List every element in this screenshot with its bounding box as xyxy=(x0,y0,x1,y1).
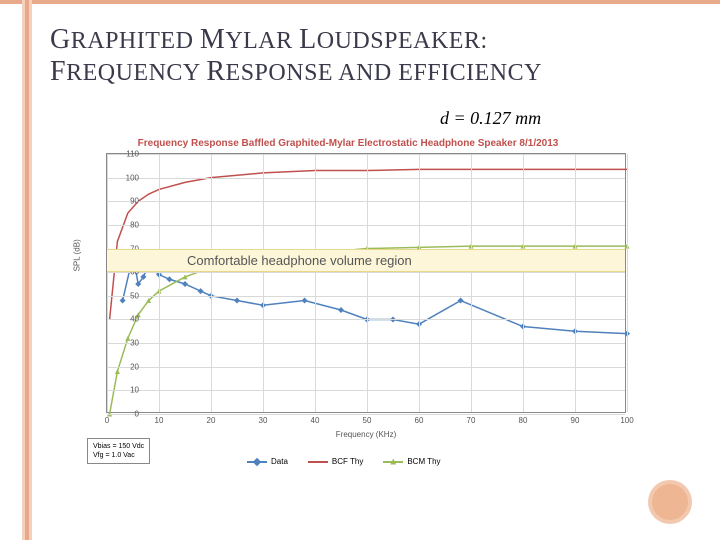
xtick: 80 xyxy=(519,416,528,425)
ytick: 100 xyxy=(126,173,139,182)
series-bcf-thy xyxy=(110,169,627,319)
params-line2: Vfg = 1.0 Vac xyxy=(93,451,144,460)
slide-number-accent xyxy=(648,480,692,524)
chart-params-box: Vbias = 150 Vdc Vfg = 1.0 Vac xyxy=(87,438,150,464)
ytick: 40 xyxy=(130,315,139,324)
legend-item-data: Data xyxy=(247,457,288,466)
marker xyxy=(338,307,344,313)
ytick: 110 xyxy=(126,150,139,159)
marker xyxy=(115,369,120,374)
ytick: 30 xyxy=(130,339,139,348)
ytick: 90 xyxy=(130,197,139,206)
legend-item-bcm-thy: BCM Thy xyxy=(383,457,440,466)
xtick: 60 xyxy=(415,416,424,425)
marker xyxy=(182,281,188,287)
frequency-response-chart: Frequency Response Baffled Graphited-Myl… xyxy=(68,138,628,478)
xtick: 90 xyxy=(571,416,580,425)
ytick: 0 xyxy=(135,410,139,419)
equation-label: d = 0.127 mm xyxy=(440,108,541,129)
marker xyxy=(302,298,308,304)
marker xyxy=(234,298,240,304)
chart-title: Frequency Response Baffled Graphited-Myl… xyxy=(68,138,628,149)
xtick: 20 xyxy=(207,416,216,425)
xtick: 10 xyxy=(155,416,164,425)
marker xyxy=(198,288,204,294)
ytick: 20 xyxy=(130,362,139,371)
params-line1: Vbias = 150 Vdc xyxy=(93,442,144,451)
xtick: 100 xyxy=(620,416,633,425)
xtick: 30 xyxy=(259,416,268,425)
chart-plot-area: SPL (dB) Frequency (KHz) Vbias = 150 Vdc… xyxy=(106,153,626,413)
marker xyxy=(458,298,464,304)
chart-ylabel: SPL (dB) xyxy=(73,239,82,271)
legend-item-bcf-thy: BCF Thy xyxy=(308,457,363,466)
ytick: 10 xyxy=(130,386,139,395)
ytick: 50 xyxy=(130,291,139,300)
chart-xlabel: Frequency (KHz) xyxy=(336,430,396,439)
accent-border-top xyxy=(0,0,720,4)
ytick: 80 xyxy=(130,220,139,229)
xtick: 70 xyxy=(467,416,476,425)
page-title: GRAPHITED MYLAR LOUDSPEAKER: FREQUENCY R… xyxy=(50,24,542,88)
xtick: 0 xyxy=(105,416,109,425)
comfort-band-label: Comfortable headphone volume region xyxy=(187,253,412,268)
xtick: 40 xyxy=(311,416,320,425)
marker xyxy=(166,276,172,282)
accent-border-left-inner xyxy=(25,0,29,540)
chart-legend: Data BCF Thy BCM Thy xyxy=(247,457,441,466)
marker xyxy=(120,298,126,304)
xtick: 50 xyxy=(363,416,372,425)
